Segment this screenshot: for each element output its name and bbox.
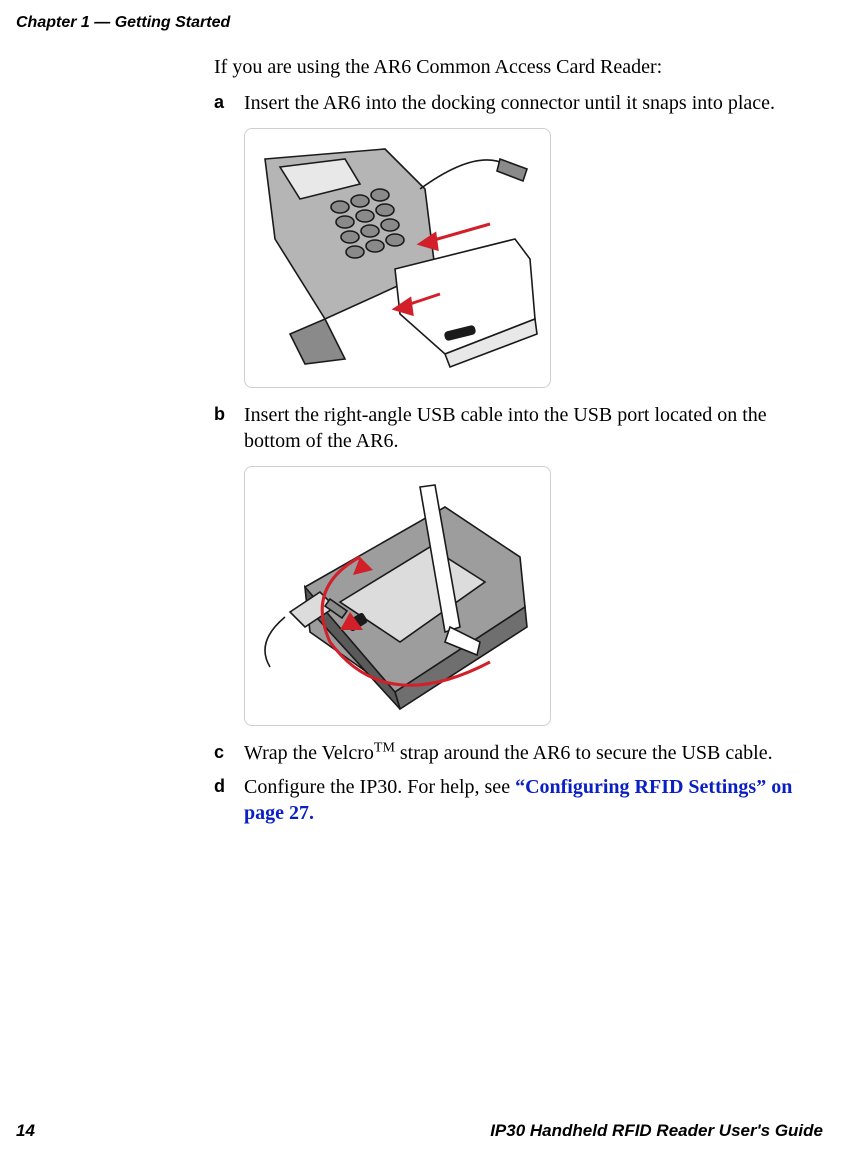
intro-text: If you are using the AR6 Common Access C… — [214, 54, 804, 80]
illustration-b — [245, 467, 550, 725]
main-content: If you are using the AR6 Common Access C… — [214, 54, 804, 834]
step-d-prefix: Configure the IP30. For help, see — [244, 776, 515, 798]
step-letter-a: a — [214, 90, 244, 116]
step-c-prefix: Wrap the Velcro — [244, 742, 374, 764]
illustration-a — [245, 129, 550, 387]
running-header: Chapter 1 — Getting Started — [16, 14, 230, 32]
step-letter-c: c — [214, 740, 244, 766]
step-letter-b: b — [214, 402, 244, 454]
step-c: c Wrap the VelcroTM strap around the AR6… — [214, 740, 804, 766]
step-b: b Insert the right-angle USB cable into … — [214, 402, 804, 454]
figure-a — [244, 128, 551, 388]
step-text-b: Insert the right-angle USB cable into th… — [244, 402, 804, 454]
page: Chapter 1 — Getting Started If you are u… — [0, 0, 849, 1165]
figure-b — [244, 466, 551, 726]
step-text-a: Insert the AR6 into the docking connecto… — [244, 90, 804, 116]
step-text-d: Configure the IP30. For help, see “Confi… — [244, 774, 804, 826]
tm-symbol: TM — [374, 740, 395, 755]
step-letter-d: d — [214, 774, 244, 826]
page-number: 14 — [16, 1121, 35, 1141]
step-c-suffix: strap around the AR6 to secure the USB c… — [395, 742, 773, 764]
doc-title-footer: IP30 Handheld RFID Reader User's Guide — [490, 1121, 823, 1141]
step-d: d Configure the IP30. For help, see “Con… — [214, 774, 804, 826]
step-text-c: Wrap the VelcroTM strap around the AR6 t… — [244, 740, 804, 766]
step-a: a Insert the AR6 into the docking connec… — [214, 90, 804, 116]
